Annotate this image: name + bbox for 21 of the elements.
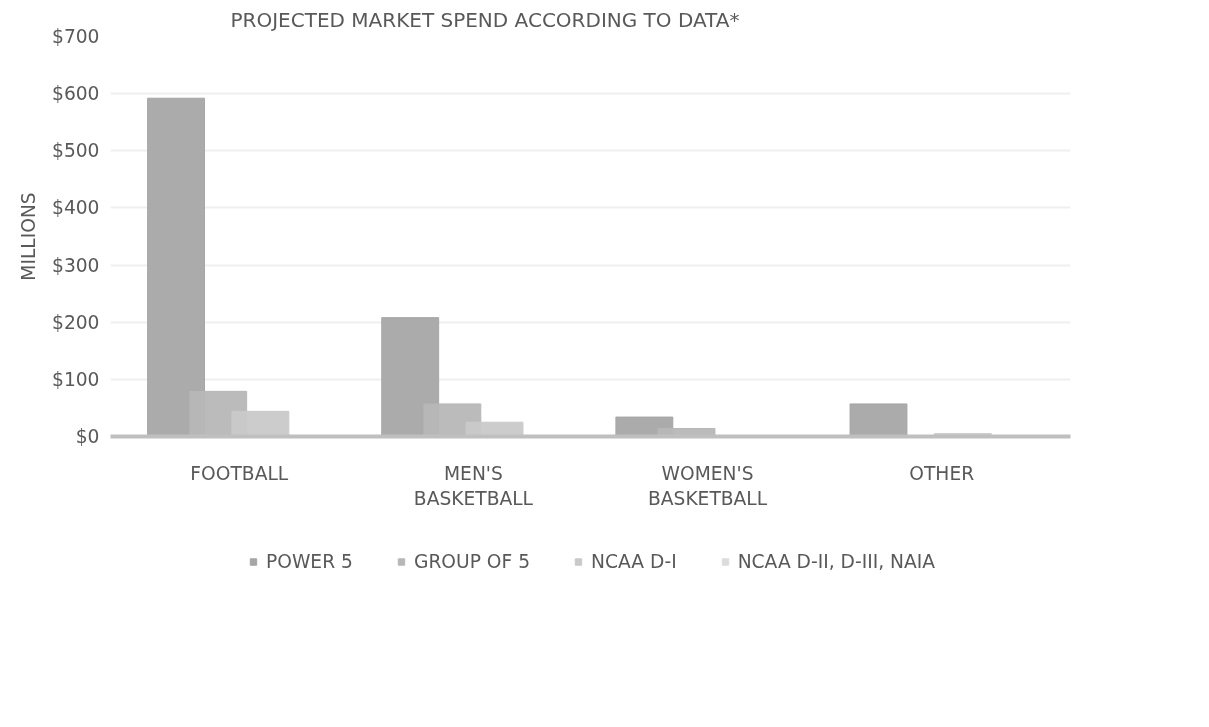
legend-label: GROUP OF 5: [413, 550, 531, 572]
y-tick-label: $400: [52, 197, 100, 219]
legend-label: NCAA D-II, D-III, NAIA: [737, 550, 936, 572]
x-tick-label: FOOTBALL: [190, 462, 289, 484]
legend-label: POWER 5: [265, 550, 353, 572]
y-tick-label: $600: [52, 83, 100, 105]
bar: [381, 317, 440, 437]
legend-label: NCAA D-I: [591, 550, 677, 572]
chart-title: PROJECTED MARKET SPEND ACCORDING TO DATA*: [230, 7, 740, 32]
y-tick-label: $100: [52, 368, 100, 390]
y-tick-label: $0: [75, 426, 100, 447]
y-axis-title: MILLIONS: [18, 192, 40, 281]
x-tick-label: WOMEN'S BASKETBALL: [647, 462, 768, 509]
y-tick-label: $300: [52, 254, 100, 276]
y-tick-label: $700: [52, 26, 100, 47]
y-tick-label: $500: [52, 140, 100, 162]
y-tick-label: $200: [52, 311, 100, 333]
bar: [147, 97, 206, 437]
x-tick-label: MEN'S BASKETBALL: [413, 462, 534, 509]
x-tick-label: OTHER: [909, 462, 975, 484]
bar: [849, 403, 908, 437]
